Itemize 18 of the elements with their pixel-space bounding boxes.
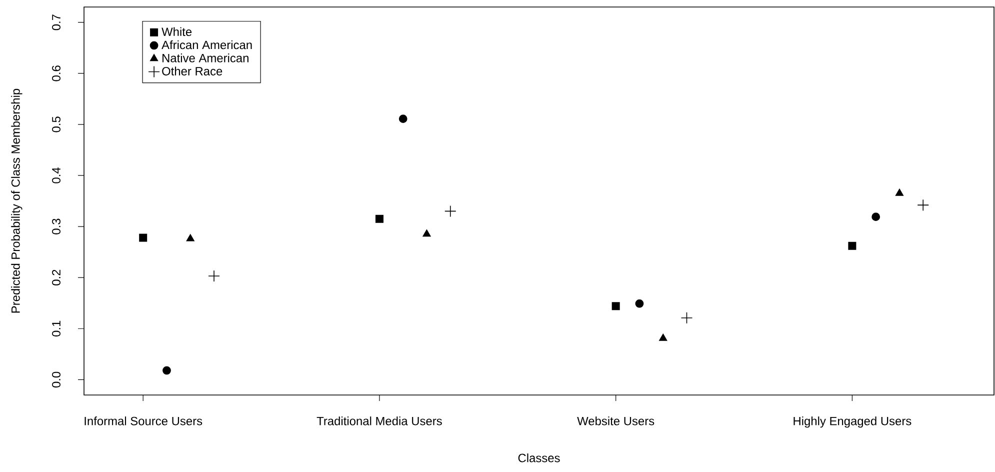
legend-label: Other Race [162, 66, 222, 76]
y-tick-label: 0.2 [52, 270, 60, 286]
legend-label: White [162, 27, 192, 36]
x-axis-title: Classes [518, 453, 560, 462]
legend-label: African American [162, 40, 252, 50]
x-tick-label: Website Users [577, 416, 654, 426]
y-tick-label: 0.6 [52, 66, 60, 82]
y-tick-label: 0.4 [52, 168, 60, 184]
x-tick-label: Informal Source Users [84, 416, 202, 426]
y-tick-label: 0.1 [52, 320, 60, 336]
x-tick-label: Highly Engaged Users [794, 416, 912, 428]
x-tick-label: Traditional Media Users [316, 416, 442, 426]
y-tick-label: 0.0 [52, 372, 60, 388]
y-tick-label: 0.7 [52, 14, 60, 30]
y-axis-title: Predicted Probability of Class Membership [11, 88, 22, 313]
legend-label: Native American [162, 54, 248, 62]
y-tick-label: 0.5 [52, 116, 60, 132]
y-tick-label: 0.3 [52, 218, 60, 234]
